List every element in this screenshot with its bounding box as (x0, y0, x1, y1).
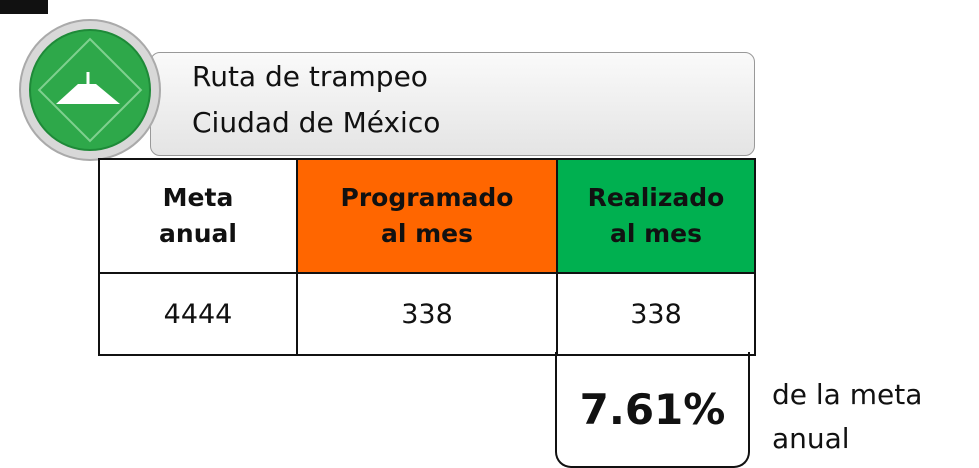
text: al mes (609, 219, 703, 248)
header-box (150, 52, 755, 156)
cell: 4444 (98, 272, 298, 356)
cell: 338 (556, 272, 756, 356)
text: Realizado (587, 183, 725, 212)
text: anual (159, 219, 237, 248)
header-cell: Programado al mes (296, 158, 558, 274)
text: Programado (340, 183, 514, 212)
table: Meta anual Programado al mes Realizado al m… (98, 158, 756, 356)
top-shape (0, 0, 48, 14)
note: anual (772, 422, 850, 455)
header-line: Ruta de trampeo (192, 60, 428, 93)
header-cell: Meta anual (98, 158, 298, 274)
cell: 338 (296, 272, 558, 356)
text: Meta (162, 183, 234, 212)
text: al mes (380, 219, 474, 248)
route-icon (19, 19, 161, 161)
header-line: Ciudad de México (192, 106, 441, 139)
percentage: 7.61% (555, 352, 750, 468)
note: de la meta (772, 378, 923, 411)
header-cell: Realizado al mes (556, 158, 756, 274)
